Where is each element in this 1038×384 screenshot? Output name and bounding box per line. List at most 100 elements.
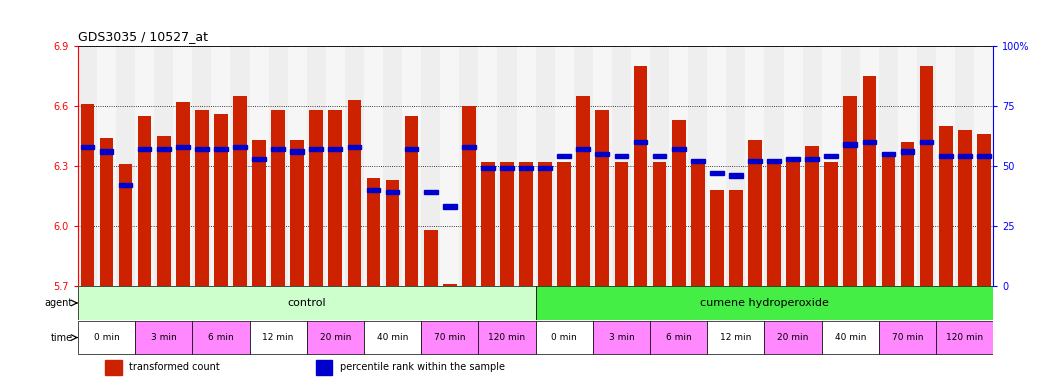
Bar: [614, 154, 628, 159]
Bar: [328, 110, 343, 286]
Bar: [462, 106, 475, 286]
Bar: [175, 144, 190, 149]
Text: GDS3035 / 10527_at: GDS3035 / 10527_at: [78, 30, 208, 43]
Text: 3 min: 3 min: [151, 333, 176, 342]
Text: time: time: [51, 333, 73, 343]
Bar: [500, 162, 514, 286]
Bar: [710, 190, 723, 286]
Bar: [554, 46, 574, 286]
Bar: [345, 46, 364, 286]
Bar: [443, 284, 457, 286]
Bar: [536, 286, 993, 319]
Bar: [596, 110, 609, 286]
Bar: [519, 166, 532, 170]
Bar: [234, 96, 247, 286]
Bar: [898, 46, 918, 286]
Bar: [135, 321, 192, 354]
Bar: [192, 46, 212, 286]
Bar: [157, 147, 170, 151]
Bar: [459, 46, 479, 286]
Bar: [517, 46, 536, 286]
Bar: [402, 46, 421, 286]
Bar: [841, 46, 859, 286]
Bar: [424, 230, 438, 286]
Bar: [214, 114, 227, 286]
Bar: [764, 321, 822, 354]
Bar: [405, 147, 418, 151]
Bar: [309, 110, 323, 286]
Bar: [824, 162, 838, 286]
Text: 6 min: 6 min: [208, 333, 234, 342]
Bar: [173, 46, 192, 286]
Bar: [650, 321, 707, 354]
Bar: [557, 154, 571, 159]
Bar: [653, 154, 666, 159]
Bar: [920, 140, 933, 144]
Text: 70 min: 70 min: [892, 333, 923, 342]
Text: 120 min: 120 min: [489, 333, 525, 342]
Bar: [844, 142, 857, 147]
Bar: [309, 147, 323, 151]
Bar: [462, 144, 475, 149]
Bar: [863, 140, 876, 144]
Bar: [633, 140, 648, 144]
Bar: [650, 46, 670, 286]
Bar: [364, 46, 383, 286]
Bar: [576, 147, 591, 151]
Bar: [440, 46, 459, 286]
Bar: [116, 46, 135, 286]
Bar: [729, 173, 743, 178]
Bar: [135, 46, 154, 286]
Bar: [81, 144, 94, 149]
Text: 0 min: 0 min: [551, 333, 577, 342]
Bar: [593, 46, 611, 286]
Bar: [118, 164, 133, 286]
Bar: [291, 149, 304, 154]
Text: cumene hydroperoxide: cumene hydroperoxide: [700, 298, 829, 308]
Bar: [881, 152, 896, 156]
Bar: [767, 162, 781, 286]
Bar: [653, 162, 666, 286]
Text: 0 min: 0 min: [93, 333, 119, 342]
Bar: [938, 154, 953, 159]
Bar: [936, 321, 993, 354]
Bar: [328, 147, 343, 151]
Bar: [326, 46, 345, 286]
Bar: [786, 157, 800, 161]
Bar: [481, 166, 495, 170]
Bar: [81, 104, 94, 286]
Bar: [519, 162, 532, 286]
Bar: [611, 46, 631, 286]
Bar: [805, 146, 819, 286]
Bar: [557, 162, 571, 286]
Bar: [306, 321, 364, 354]
Bar: [481, 162, 495, 286]
Bar: [691, 162, 705, 286]
Bar: [879, 46, 898, 286]
Bar: [212, 46, 230, 286]
Bar: [214, 147, 227, 151]
Bar: [707, 321, 764, 354]
Bar: [691, 159, 705, 163]
Bar: [366, 188, 380, 192]
Bar: [824, 154, 838, 159]
Bar: [100, 149, 113, 154]
Bar: [859, 46, 879, 286]
Bar: [100, 138, 113, 286]
Bar: [269, 46, 288, 286]
Bar: [784, 46, 802, 286]
Bar: [271, 147, 285, 151]
Bar: [138, 116, 152, 286]
Text: 6 min: 6 min: [665, 333, 691, 342]
Bar: [672, 120, 685, 286]
Bar: [105, 360, 121, 375]
Bar: [596, 152, 609, 156]
Bar: [707, 46, 727, 286]
Bar: [386, 190, 400, 194]
Bar: [307, 46, 326, 286]
Bar: [593, 321, 650, 354]
Bar: [405, 116, 418, 286]
Bar: [881, 156, 896, 286]
Bar: [938, 126, 953, 286]
Text: 120 min: 120 min: [947, 333, 983, 342]
